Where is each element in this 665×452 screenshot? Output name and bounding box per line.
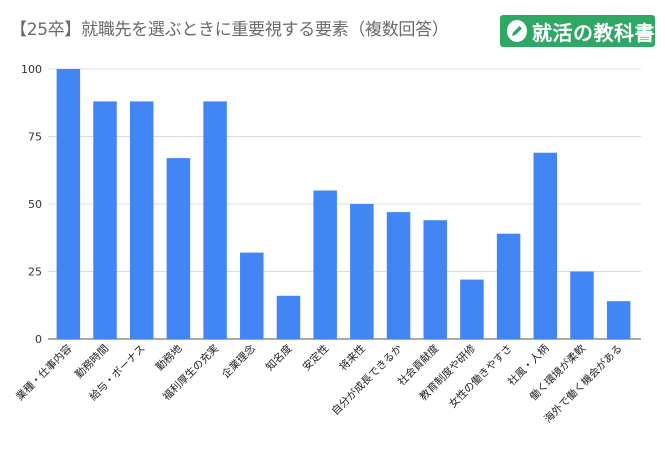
bar [240,252,264,339]
bar [533,152,558,339]
bar [166,158,191,339]
bar [386,212,411,339]
y-tick-label: 50 [28,198,42,211]
bar [276,295,301,339]
bar [203,101,227,340]
x-category-label: 企業理念 [219,342,258,381]
bar [496,233,521,339]
brand-logo: 就活の教科書 [500,15,655,47]
bars [56,69,631,340]
bar [606,301,631,339]
x-category-label: 知名度 [263,342,295,374]
x-category-label: 自分が成長できるか [329,342,405,418]
y-tick-label: 0 [35,333,42,346]
x-category-label: 将来性 [336,342,367,373]
x-category-label: 勤務時間 [72,342,111,381]
bar [56,69,81,339]
chart-title: 【25卒】就職先を選ぶときに重要視する要素（複数回答） [10,20,449,40]
bar [570,271,594,339]
y-axis-ticks: 0 25 50 75 100 [21,63,42,346]
y-tick-label: 100 [21,63,42,76]
pencil-icon [507,20,527,42]
bar [313,190,337,339]
bar [350,204,374,339]
x-category-label: 勤務地 [153,342,185,374]
x-category-label: 女性の働きやすさ [446,342,515,411]
bar [93,101,117,340]
bar [129,101,154,340]
bar [460,279,484,339]
x-category-label: 業種・仕事内容 [13,342,75,404]
brand-logo-text: 就活の教科書 [532,20,655,45]
bar [423,220,447,339]
y-tick-label: 25 [28,266,42,279]
x-category-label: 安定性 [300,342,331,373]
y-tick-label: 75 [28,131,42,144]
